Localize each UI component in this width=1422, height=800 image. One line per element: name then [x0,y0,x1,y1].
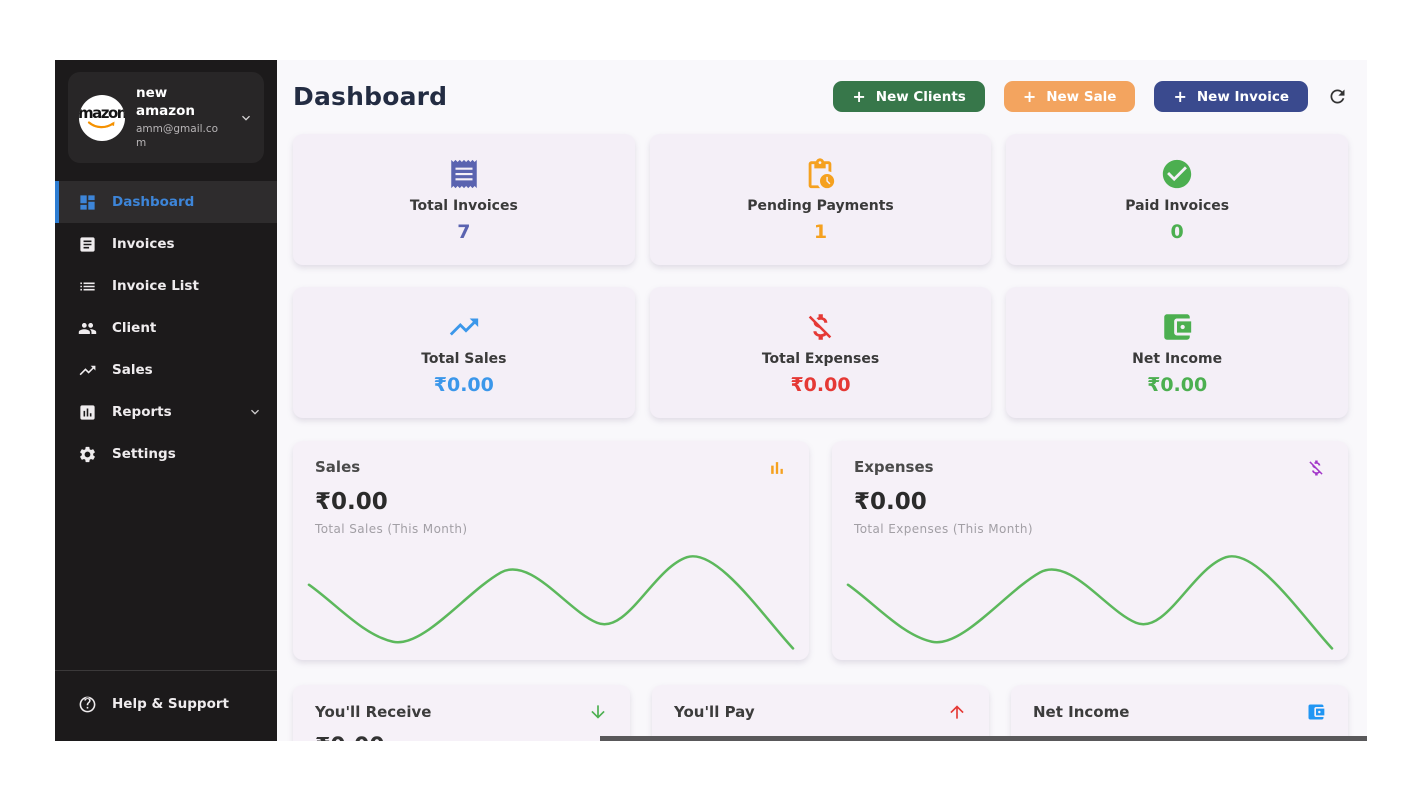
chart-subtitle: Total Expenses (This Month) [854,522,1033,536]
amazon-smile-arrow [87,121,115,129]
card-title: You'll Receive [315,703,432,721]
sidebar-item-sales[interactable]: Sales [55,349,277,391]
chart-subtitle: Total Sales (This Month) [315,522,468,536]
new-clients-button[interactable]: + New Clients [833,81,985,112]
sidebar-item-invoices[interactable]: Invoices [55,223,277,265]
window-bottom-bar [600,736,1367,741]
card-title: Net Income [1033,703,1130,721]
stat-value: ₹0.00 [433,373,494,396]
youll-receive-card: You'll Receive ₹0.00 [293,685,630,741]
new-invoice-button[interactable]: + New Invoice [1154,81,1308,112]
wallet-icon [1160,310,1194,344]
stat-label: Total Invoices [409,197,518,214]
sales-sparkline-chart [307,555,795,650]
sidebar-item-dashboard[interactable]: Dashboard [55,181,277,224]
app-window: mazon new amazon amm@gmail.com Dashboard [55,60,1367,741]
youll-pay-card: You'll Pay ₹0.00 [652,685,989,741]
net-income-card: Net Income ₹0.00 [1011,685,1348,741]
stat-card-net-income: Net Income ₹0.00 [1006,287,1348,418]
plus-icon: + [1022,86,1037,106]
trending-up-icon [447,310,481,344]
chart-value: ₹0.00 [315,489,388,515]
stat-card-pending-payments: Pending Payments 1 [649,134,992,265]
stat-card-total-sales: Total Sales ₹0.00 [293,287,635,418]
card-value: ₹0.00 [315,734,608,741]
refresh-icon [1330,89,1345,104]
stat-label: Total Expenses [761,350,880,367]
sidebar-item-help-support[interactable]: Help & Support [55,683,277,725]
refresh-button[interactable] [1327,86,1348,107]
stat-value: ₹0.00 [1147,373,1208,396]
reports-icon [80,405,95,420]
chart-value: ₹0.00 [854,489,927,515]
new-sale-button[interactable]: + New Sale [1003,81,1136,112]
company-logo-avatar: mazon [79,94,125,141]
sidebar-item-reports[interactable]: Reports [55,391,277,433]
stat-card-paid-invoices: Paid Invoices 0 [1006,134,1348,265]
user-email: amm@gmail.com [136,123,219,150]
stat-value: 7 [457,220,471,243]
stat-value: ₹0.00 [790,373,851,396]
wallet-icon [1306,702,1326,722]
stats-grid: Total Invoices 7 Pending Payments 1 Paid… [293,134,1348,418]
arrow-down-icon [588,702,608,722]
user-profile-card[interactable]: mazon new amazon amm@gmail.com [68,72,264,164]
stat-label: Net Income [1132,350,1223,367]
charts-grid: Sales ₹0.00 Total Sales (This Month) Exp… [293,441,1348,660]
bar-chart-icon [767,458,787,478]
invoices-icon [80,237,95,252]
card-title: You'll Pay [674,703,755,721]
user-name: new amazon [136,85,196,119]
money-off-icon [803,310,837,344]
arrow-up-icon [947,702,967,722]
check-circle-icon [1160,157,1194,191]
chart-title: Expenses [854,458,934,476]
plus-icon: + [1173,86,1187,106]
stat-label: Pending Payments [747,197,894,214]
sidebar-nav: Dashboard Invoices Invoice List Client S… [55,181,277,475]
stat-card-total-invoices: Total Invoices 7 [293,134,635,265]
invoice-list-icon [80,282,95,291]
stat-value: 0 [1170,220,1184,243]
plus-icon: + [852,86,866,106]
stat-card-total-expenses: Total Expenses ₹0.00 [649,287,992,418]
company-logo-text: mazon [79,104,125,123]
stat-label: Total Sales [421,350,507,367]
page-header: Dashboard + New Clients + New Sale + New… [293,81,1348,112]
sidebar-item-invoice-list[interactable]: Invoice List [55,265,277,307]
main-content: Dashboard + New Clients + New Sale + New… [277,60,1367,741]
sales-chart-card: Sales ₹0.00 Total Sales (This Month) [293,441,809,660]
pending-actions-icon [803,157,837,191]
settings-gear-icon [80,446,95,463]
expenses-sparkline-chart [846,555,1334,650]
money-off-icon [1306,458,1326,478]
receipt-icon [447,157,481,191]
chart-title: Sales [315,458,361,476]
bottom-cards-grid: You'll Receive ₹0.00 You'll Pay ₹0.00 [293,685,1348,741]
chevron-down-icon [251,410,259,416]
help-circle-icon [79,696,96,712]
chevron-down-icon[interactable] [238,110,254,126]
stat-value: 1 [813,220,828,243]
clients-icon [78,322,97,334]
trending-up-icon [79,365,96,376]
page-title: Dashboard [293,82,448,111]
stat-label: Paid Invoices [1125,197,1230,214]
dashboard-icon [80,195,95,210]
sidebar-item-client[interactable]: Client [55,307,277,349]
sidebar-item-settings[interactable]: Settings [55,433,277,475]
sidebar: mazon new amazon amm@gmail.com Dashboard [55,60,277,741]
expenses-chart-card: Expenses ₹0.00 Total Expenses (This Mont… [832,441,1348,660]
